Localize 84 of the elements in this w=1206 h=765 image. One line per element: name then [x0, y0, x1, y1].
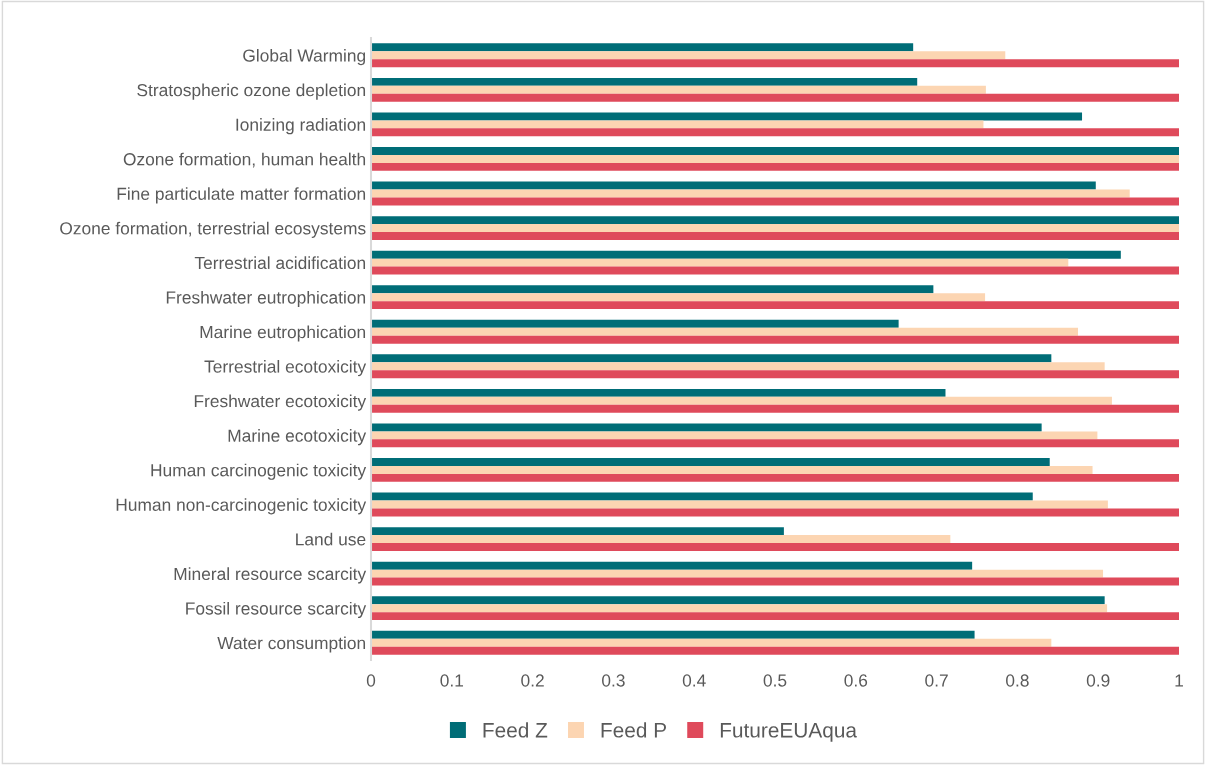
y-tick-label: Marine eutrophication [200, 325, 366, 342]
bar [371, 327, 1078, 336]
bar [371, 370, 1179, 379]
bar [371, 197, 1179, 206]
y-tick-label: Freshwater ecotoxicity [194, 394, 367, 411]
y-tick-label: Terrestrial ecotoxicity [204, 359, 367, 377]
bar [371, 527, 784, 536]
bar [371, 93, 1179, 102]
bar [371, 630, 975, 639]
bar [371, 439, 1179, 448]
bar [371, 431, 1098, 440]
bar [371, 396, 1112, 405]
bar [371, 458, 1050, 466]
x-tick-label: 0.9 [1086, 674, 1110, 687]
x-tick-label: 0 [366, 674, 376, 687]
bar [371, 561, 973, 570]
bar [371, 120, 984, 129]
x-tick-label: 0.7 [925, 674, 948, 687]
bar [371, 147, 1179, 155]
x-tick-label: 0.6 [844, 674, 868, 687]
bar [371, 596, 1105, 605]
bar [371, 423, 1042, 432]
bar [371, 646, 1179, 655]
legend-label: FutureEUAqua [720, 723, 857, 742]
bar [371, 181, 1096, 190]
y-tick-label: Freshwater eutrophication [166, 290, 366, 308]
bar [371, 59, 1179, 68]
bar [371, 301, 1179, 310]
y-tick-label: Ionizing radiation [236, 118, 366, 135]
bar [371, 77, 918, 86]
bar [371, 293, 986, 302]
y-tick-label: Mineral resource scarcity [174, 567, 367, 584]
bar [371, 85, 986, 94]
bar [371, 154, 1179, 163]
bar [371, 569, 1104, 578]
bar [371, 404, 1179, 413]
bar [371, 285, 934, 294]
bar [371, 232, 1179, 240]
x-tick-label: 0.1 [440, 674, 464, 687]
bar [371, 128, 1179, 137]
bar [371, 492, 1033, 501]
bar [371, 224, 1179, 233]
bar [371, 362, 1105, 371]
x-tick-label: 0.3 [602, 674, 625, 687]
bar [371, 216, 1179, 225]
bar [371, 535, 951, 544]
x-tick-label: 0.4 [682, 674, 706, 687]
bar [371, 51, 1006, 60]
bar [371, 319, 899, 328]
bar [371, 473, 1179, 482]
y-tick-label: Marine ecotoxicity [228, 429, 367, 446]
y-tick-label: Human carcinogenic toxicity [151, 463, 367, 480]
y-tick-label: Stratospheric ozone depletion [137, 83, 366, 100]
y-tick-label: Fossil resource scarcity [186, 601, 367, 619]
bar [371, 354, 1052, 363]
x-tick-label: 0.2 [521, 674, 544, 687]
bar [371, 266, 1179, 275]
y-tick-label: Ozone formation, human health [123, 152, 366, 168]
x-tick-label: 1 [1175, 674, 1183, 687]
bar [371, 388, 946, 397]
bar [371, 258, 1069, 267]
y-tick-label: Land use [296, 532, 366, 546]
bar [371, 638, 1052, 647]
bar [371, 604, 1108, 613]
x-tick-label: 0.8 [1006, 674, 1029, 687]
bar [371, 335, 1179, 344]
bar [371, 577, 1179, 586]
bar [371, 162, 1179, 171]
legend-label: Feed P [601, 722, 667, 738]
x-tick-label: 0.5 [763, 674, 787, 687]
y-tick-label: Terrestrial acidification [194, 256, 366, 270]
legend-label: Feed Z [483, 722, 548, 738]
y-tick-label: Human non-carcinogenic toxicity [116, 498, 367, 515]
bar [371, 250, 1121, 259]
y-tick-label: Fine particulate matter formation [117, 187, 366, 204]
y-tick-label: Water consumption [217, 636, 366, 653]
bar [371, 612, 1179, 621]
bar [371, 465, 1093, 474]
bar [371, 508, 1179, 517]
y-tick-label: Global Warming [243, 48, 366, 66]
bar [371, 543, 1179, 551]
bar [371, 43, 914, 52]
bar [371, 112, 1083, 121]
y-tick-label: Ozone formation, terrestrial ecosystems [60, 221, 366, 238]
